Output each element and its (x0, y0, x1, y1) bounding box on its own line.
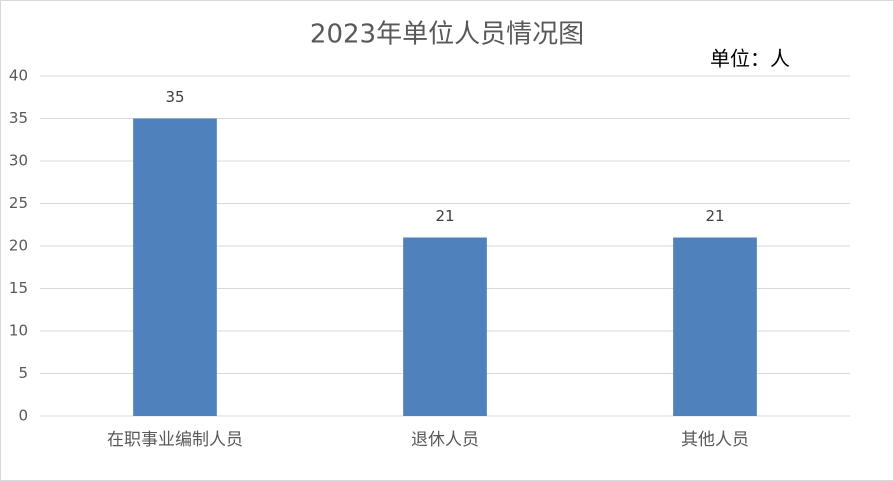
y-tick-label: 0 (18, 407, 28, 425)
unit-annotation: 单位：人 (710, 47, 790, 71)
y-tick-label: 10 (9, 322, 28, 340)
bar (673, 237, 757, 416)
y-tick-label: 25 (9, 194, 28, 212)
chart-title: 2023年单位人员情况图 (310, 20, 584, 50)
y-tick-label: 15 (9, 279, 28, 297)
y-tick-label: 5 (18, 364, 28, 382)
data-label: 35 (165, 88, 184, 106)
bar (133, 118, 217, 416)
y-tick-label: 35 (9, 109, 28, 127)
data-label: 21 (705, 207, 724, 225)
bar (403, 237, 487, 416)
data-label: 21 (435, 207, 454, 225)
y-tick-label: 20 (9, 237, 28, 255)
x-tick-label: 其他人员 (681, 430, 749, 450)
x-tick-label: 在职事业编制人员 (107, 430, 243, 450)
y-tick-label: 40 (9, 67, 28, 85)
x-tick-label: 退休人员 (411, 430, 479, 450)
y-tick-label: 30 (9, 152, 28, 170)
